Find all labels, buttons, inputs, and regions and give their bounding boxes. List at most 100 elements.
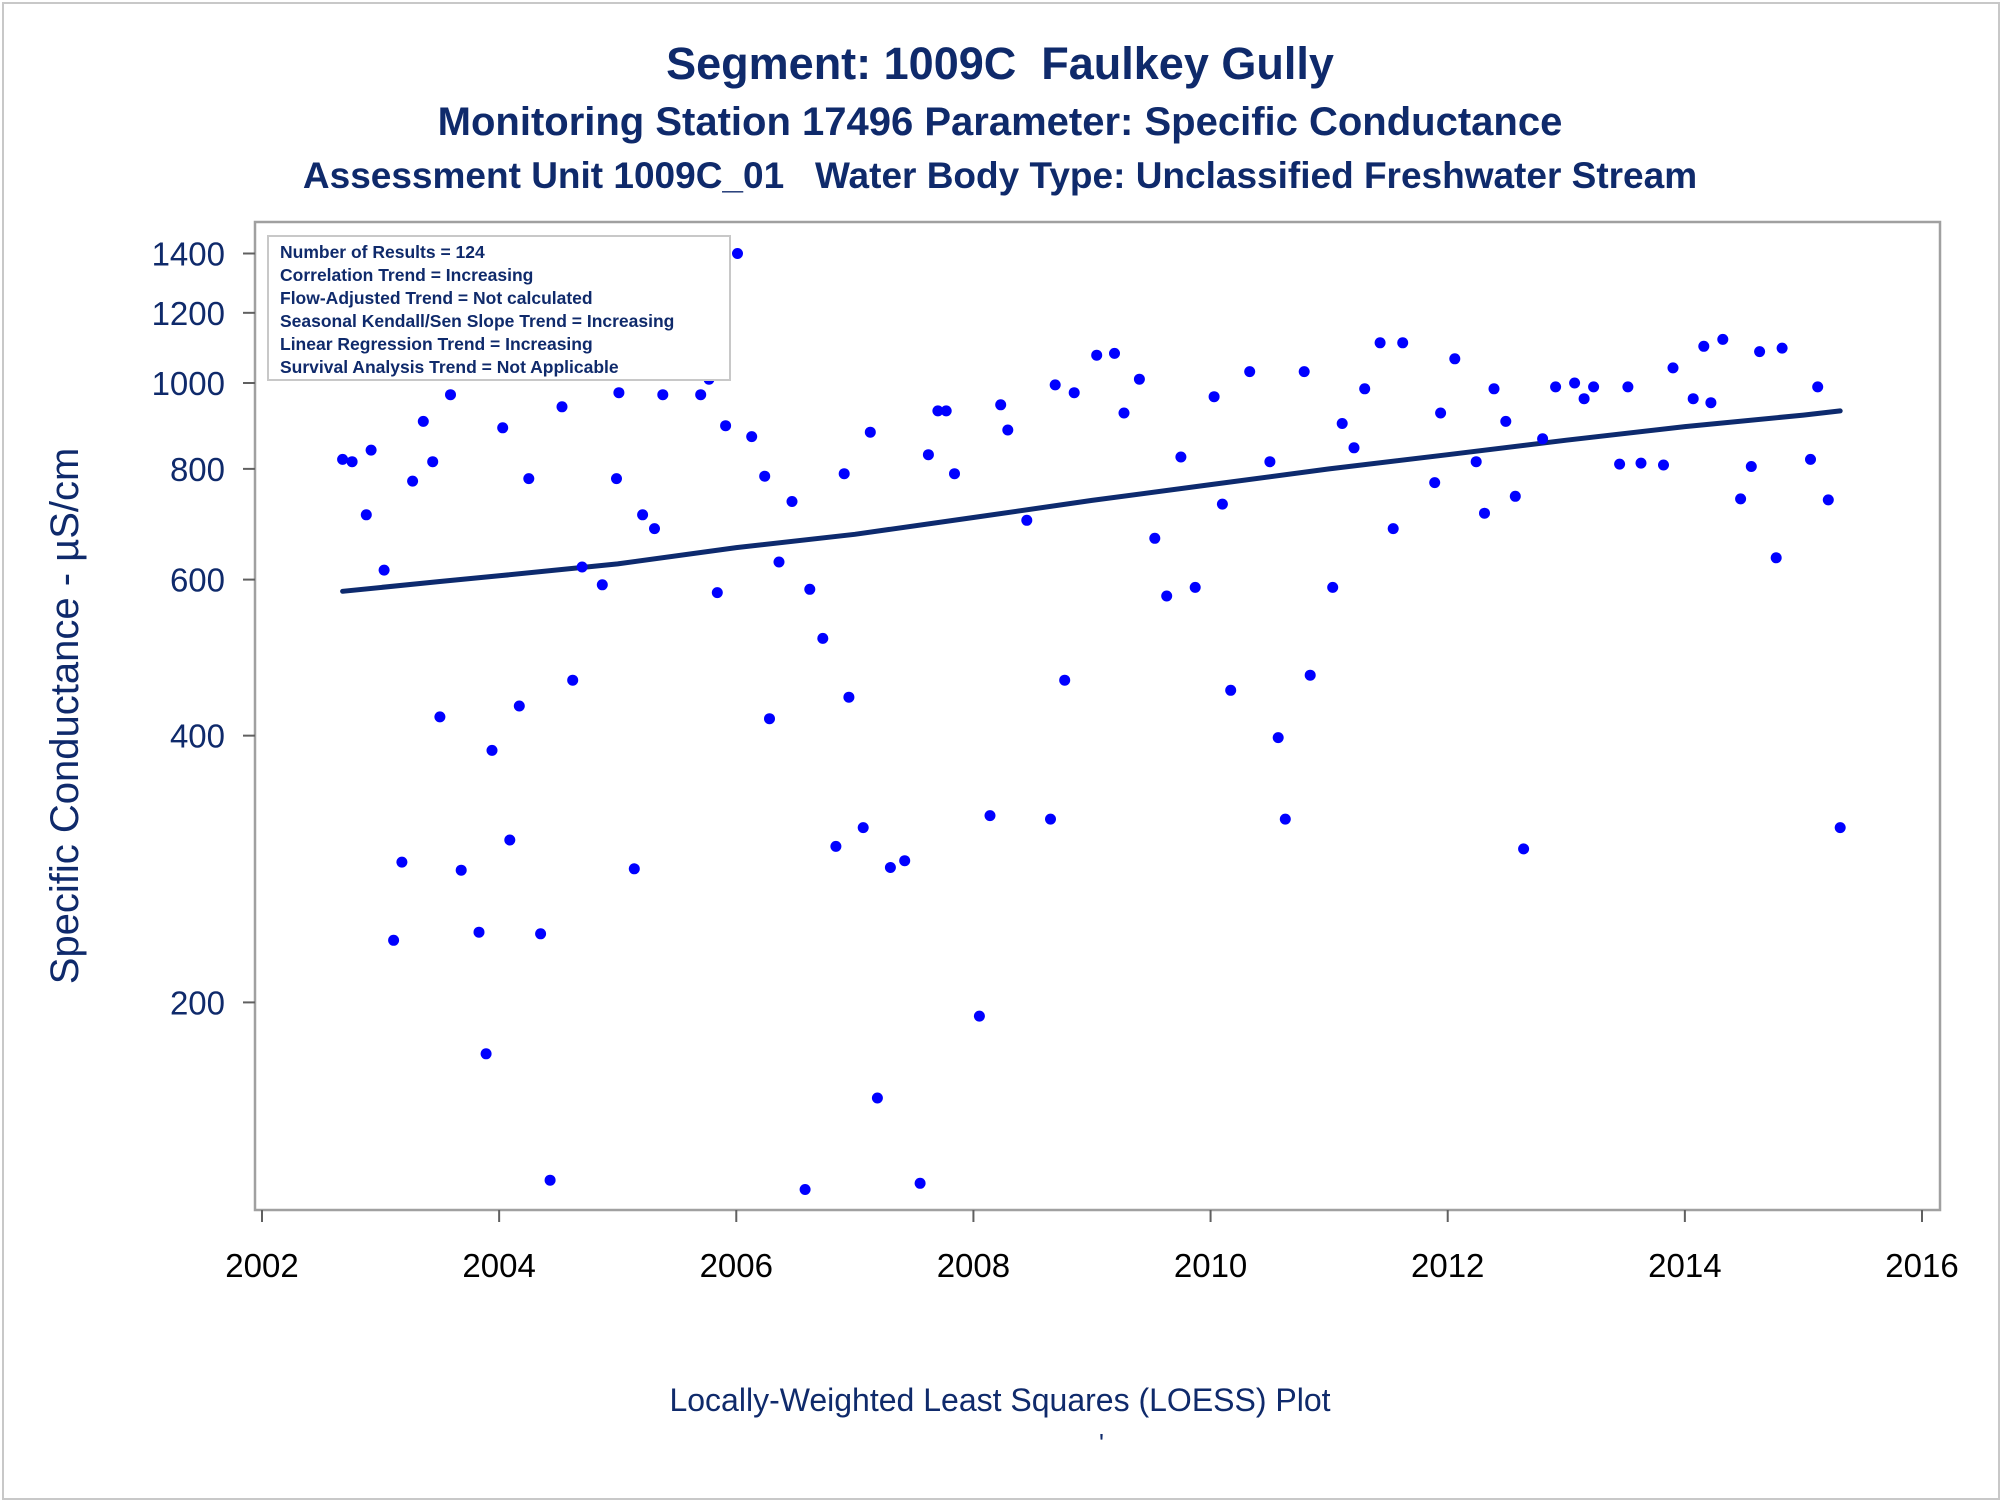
chart-subtitle-2: Assessment Unit 1009C_01 Water Body Type…	[302, 155, 1698, 196]
data-point	[535, 928, 547, 940]
data-point	[388, 934, 400, 946]
data-point	[764, 713, 775, 725]
data-point	[1059, 674, 1071, 686]
data-point	[949, 468, 960, 480]
data-point	[1387, 523, 1399, 535]
chart-subtitle: Monitoring Station 17496 Parameter: Spec…	[437, 100, 1563, 144]
legend-annotation: Survival Analysis Trend = Not Applicable	[280, 357, 619, 377]
x-tick-label: 2006	[700, 1247, 773, 1284]
data-point	[1327, 581, 1339, 593]
data-point	[1622, 381, 1634, 393]
data-point	[611, 473, 622, 485]
y-axis: 200 400 600 800 1000 1200 1400	[152, 236, 255, 1021]
data-point	[899, 855, 911, 867]
data-point	[1805, 453, 1816, 465]
data-point	[657, 389, 669, 401]
data-point	[613, 387, 625, 399]
data-point	[884, 862, 896, 873]
data-point	[843, 691, 855, 703]
data-point	[407, 475, 419, 487]
data-point	[1279, 813, 1291, 825]
data-point	[1635, 457, 1647, 469]
data-point	[1687, 393, 1699, 405]
data-point	[830, 840, 842, 852]
data-point	[434, 711, 446, 723]
data-point	[1216, 498, 1228, 510]
data-point	[1068, 387, 1080, 399]
data-point	[486, 744, 498, 756]
data-point	[337, 453, 349, 465]
x-axis: 2002 2004 2006 2008 2010 2012 2014 2016	[225, 1210, 1959, 1284]
data-point	[1002, 424, 1014, 436]
data-point	[523, 473, 535, 485]
data-point	[1109, 347, 1120, 359]
data-point	[932, 405, 944, 417]
x-tick-label: 2008	[937, 1247, 1010, 1284]
data-point	[1470, 456, 1482, 468]
data-point	[1569, 377, 1581, 389]
data-point	[556, 401, 568, 413]
data-point	[1745, 461, 1757, 472]
data-point	[1479, 507, 1490, 519]
y-axis-label: Specific Conductance - µS/cm	[43, 448, 87, 985]
loess-trend-line	[340, 408, 1843, 594]
data-point	[817, 632, 829, 644]
data-point	[1717, 333, 1729, 345]
data-point	[1754, 346, 1766, 358]
data-point	[649, 523, 660, 535]
data-point	[984, 810, 996, 822]
data-point	[711, 587, 723, 599]
data-point	[720, 420, 732, 432]
legend-annotation: Linear Regression Trend = Increasing	[280, 334, 593, 354]
data-point	[1225, 684, 1237, 696]
data-point	[922, 449, 934, 461]
data-point	[995, 399, 1007, 411]
data-point	[1045, 813, 1056, 825]
data-point	[1161, 590, 1173, 602]
data-point	[596, 579, 608, 591]
data-point	[1397, 337, 1409, 349]
data-point	[1149, 532, 1161, 544]
data-point	[1021, 514, 1033, 526]
data-point	[1298, 366, 1310, 378]
plot-area	[253, 220, 1942, 1212]
data-point	[1500, 415, 1512, 427]
data-point	[637, 509, 649, 521]
data-point	[838, 468, 850, 480]
legend-annotation: Correlation Trend = Increasing	[280, 265, 533, 285]
data-point	[1776, 342, 1788, 354]
data-point	[497, 422, 509, 434]
data-point	[799, 1184, 811, 1195]
data-point	[1336, 418, 1348, 429]
x-tick-label: 2004	[462, 1247, 535, 1284]
data-point	[1264, 456, 1276, 468]
data-point	[1770, 552, 1782, 564]
data-point	[1705, 397, 1717, 409]
data-point	[1698, 340, 1710, 352]
legend-annotation: Flow-Adjusted Trend = Not calculated	[280, 288, 593, 308]
y-tick-label: 200	[170, 984, 225, 1021]
data-point	[940, 405, 952, 417]
data-point	[1133, 373, 1145, 385]
x-tick-label: 2012	[1411, 1247, 1484, 1284]
data-point	[544, 1174, 556, 1186]
footnote-mark: '	[1099, 1428, 1104, 1458]
data-point	[1374, 337, 1386, 349]
data-point	[1091, 349, 1103, 361]
data-point	[1359, 383, 1371, 395]
data-point	[480, 1048, 492, 1060]
data-point	[1588, 381, 1600, 393]
data-point	[378, 564, 390, 576]
data-point	[695, 389, 707, 401]
data-point	[732, 248, 743, 259]
data-point	[1735, 493, 1747, 505]
data-point	[1658, 459, 1669, 471]
data-point	[455, 864, 467, 876]
data-point	[1518, 843, 1530, 855]
data-point	[786, 496, 798, 507]
data-point	[1812, 381, 1824, 393]
data-point	[1304, 669, 1316, 681]
data-point	[576, 561, 588, 573]
data-point	[1667, 362, 1679, 374]
